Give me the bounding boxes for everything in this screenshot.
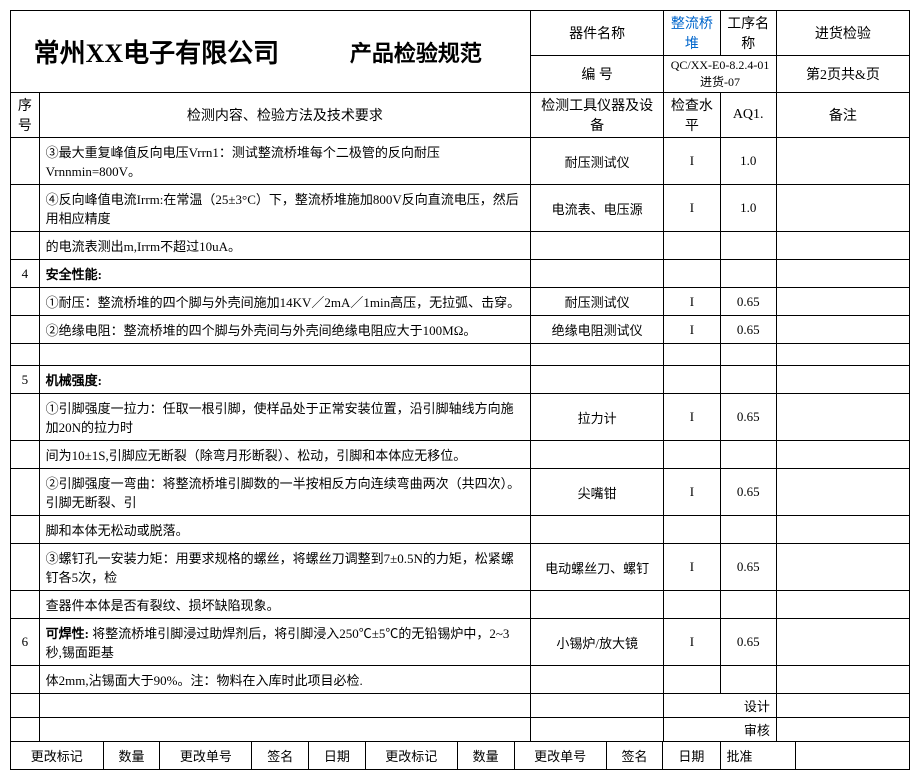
table-row: 的电流表测出m,Irrm不超过10uA。 <box>11 232 910 260</box>
process-label: 工序名称 <box>720 11 776 56</box>
fc7: 数量 <box>457 742 514 769</box>
doc-title: 产品检验规范 <box>302 31 530 72</box>
process-name: 进货检验 <box>776 11 909 56</box>
table-row <box>11 344 910 366</box>
table-row: 6可焊性: 将整流桥堆引脚浸过助焊剂后，将引脚浸入250℃±5℃的无铅锡炉中，2… <box>11 619 910 666</box>
company-name: 常州XX电子有限公司 <box>11 31 302 72</box>
device-label: 器件名称 <box>531 11 664 56</box>
review-label: 审核 <box>664 718 777 742</box>
page-info: 第2页共&页 <box>776 56 909 93</box>
table-row: 4安全性能: <box>11 260 910 288</box>
table-row: ④反向峰值电流Irrm:在常温（25±3°C）下，整流桥堆施加800V反向直流电… <box>11 185 910 232</box>
fc1: 更改标记 <box>11 742 103 769</box>
fc6: 更改标记 <box>365 742 457 769</box>
table-row: ③最大重复峰值反向电压Vrrn1：测试整流桥堆每个二极管的反向耐压Vrnnmin… <box>11 138 910 185</box>
code-value: QC/XX-E0-8.2.4-01进货-07 <box>664 56 777 93</box>
device-name: 整流桥堆 <box>664 11 720 56</box>
col-note: 备注 <box>776 93 909 138</box>
fc3: 更改单号 <box>160 742 252 769</box>
table-row: 5机械强度: <box>11 366 910 394</box>
table-row: 间为10±1S,引脚应无断裂（除弯月形断裂）、松动，引脚和本体应无移位。 <box>11 441 910 469</box>
change-log-row: 更改标记 数量 更改单号 签名 日期 更改标记 数量 更改单号 签名 日期 批准 <box>11 742 910 770</box>
fc2: 数量 <box>103 742 160 769</box>
design-label: 设计 <box>664 694 777 718</box>
col-tool: 检测工具仪器及设备 <box>531 93 664 138</box>
table-row: 查器件本体是否有裂纹、损坏缺陷现象。 <box>11 591 910 619</box>
col-content: 检测内容、检验方法及技术要求 <box>39 93 530 138</box>
fc10: 日期 <box>663 742 720 769</box>
code-label: 编 号 <box>531 56 664 93</box>
table-row: ③螺钉孔一安装力矩：用要求规格的螺丝，将螺丝刀调整到7±0.5N的力矩，松紧螺钉… <box>11 544 910 591</box>
table-row: 脚和本体无松动或脱落。 <box>11 516 910 544</box>
fc8: 更改单号 <box>514 742 606 769</box>
col-seq: 序号 <box>11 93 40 138</box>
fc5: 日期 <box>309 742 366 769</box>
col-level: 检查水平 <box>664 93 720 138</box>
col-aq: AQ1. <box>720 93 776 138</box>
inspection-spec-table: 常州XX电子有限公司 产品检验规范 器件名称 整流桥堆 工序名称 进货检验 编 … <box>10 10 910 770</box>
approve-label: 批准 <box>721 742 796 769</box>
table-row: ①耐压：整流桥堆的四个脚与外壳间施加14KV／2mA／1min高压，无拉弧、击穿… <box>11 288 910 316</box>
fc4: 签名 <box>252 742 309 769</box>
table-row: ②引脚强度一弯曲：将整流桥堆引脚数的一半按相反方向连续弯曲两次（共四次）。引脚无… <box>11 469 910 516</box>
table-row: ①引脚强度一拉力：任取一根引脚，使样品处于正常安装位置，沿引脚轴线方向施加20N… <box>11 394 910 441</box>
table-row: 体2mm,沾锡面大于90%。注：物料在入库时此项目必检. <box>11 666 910 694</box>
fc9: 签名 <box>606 742 663 769</box>
table-row: ②绝缘电阻：整流桥堆的四个脚与外壳间与外壳间绝缘电阻应大于100MΩ。绝缘电阻测… <box>11 316 910 344</box>
